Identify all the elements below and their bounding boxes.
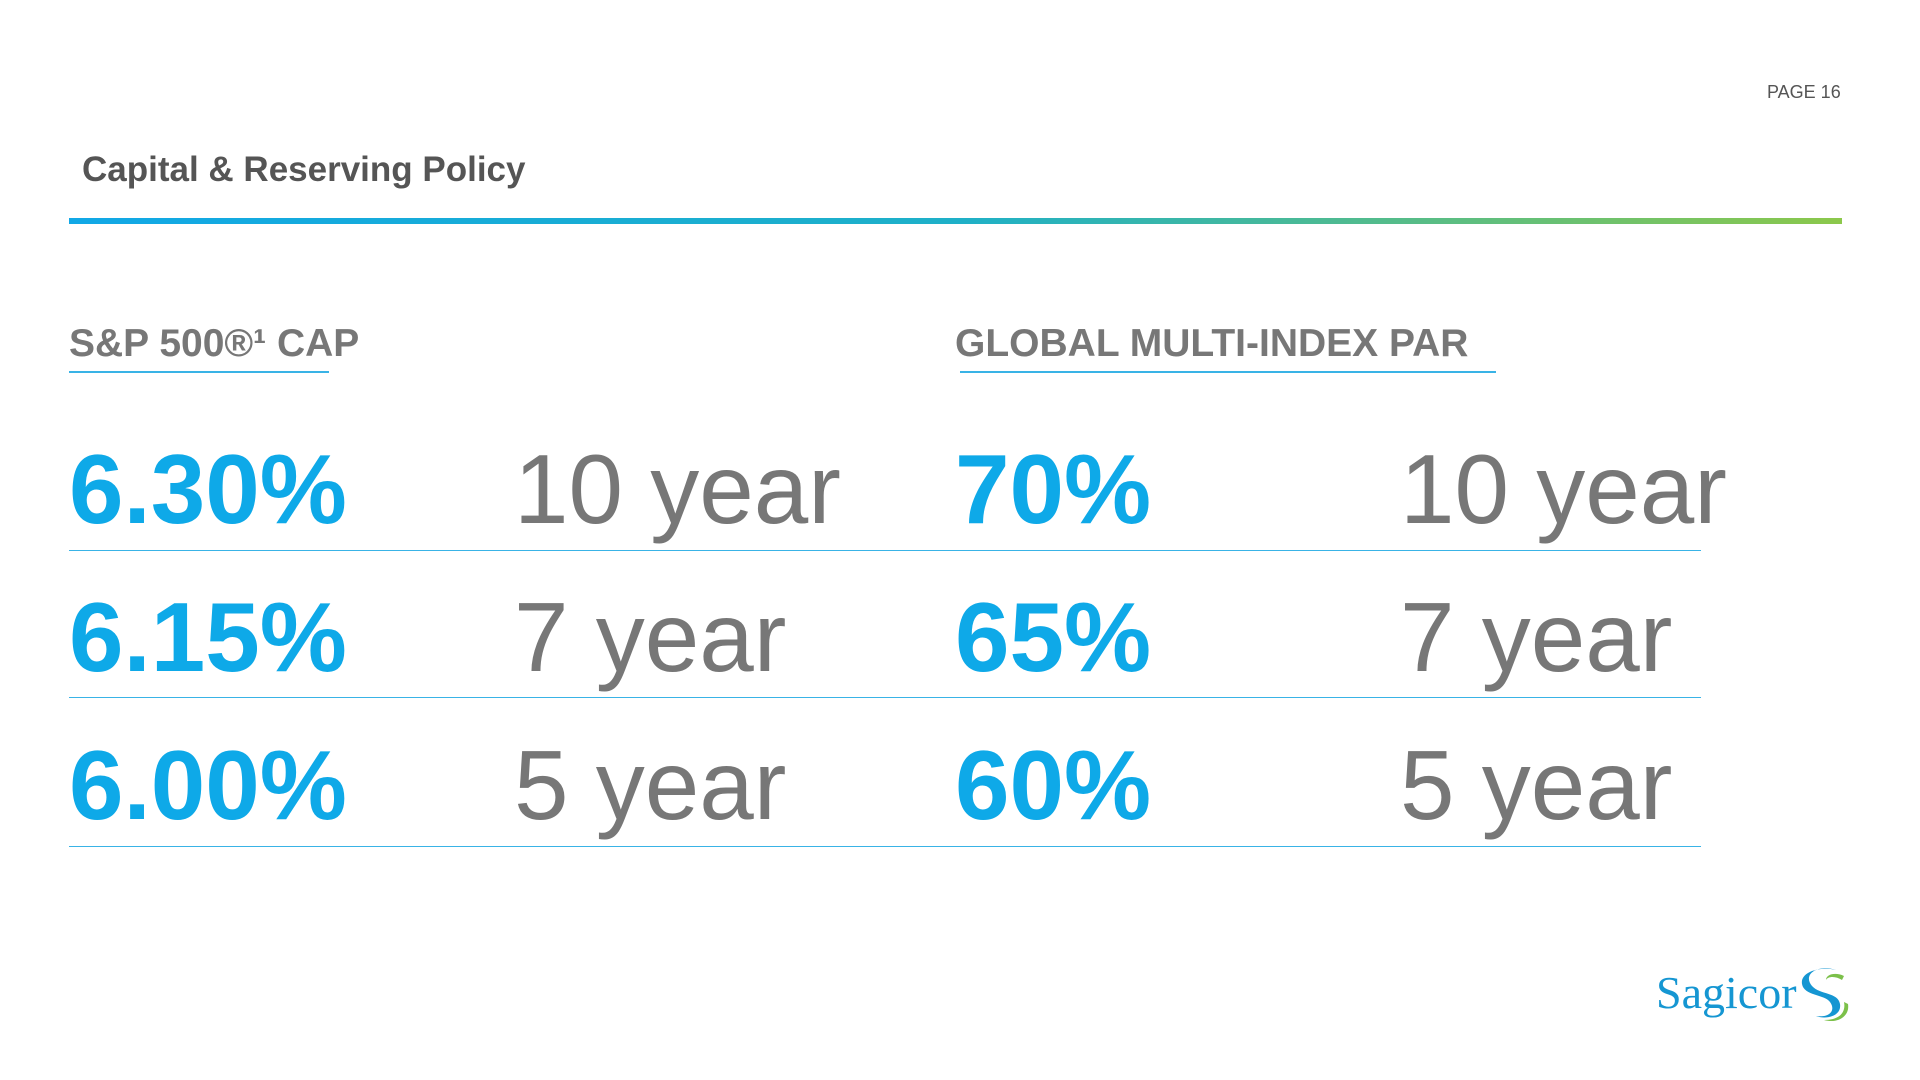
rate-value: 6.00%: [69, 730, 347, 840]
title-rule: [69, 218, 1842, 224]
section-heading: GLOBAL MULTI-INDEX PAR: [955, 322, 1469, 365]
heading-underline: [69, 371, 329, 373]
row-divider: [69, 846, 1701, 847]
slide-title: Capital & Reserving Policy: [82, 150, 526, 189]
section-heading: S&P 500®¹ CAP: [69, 322, 360, 365]
rate-value: 70%: [955, 434, 1152, 544]
logo-mark: [1801, 968, 1849, 1022]
row-divider: [69, 697, 1701, 698]
term-label: 7 year: [1400, 582, 1673, 692]
term-label: 10 year: [514, 434, 841, 544]
term-label: 5 year: [514, 730, 787, 840]
rate-value: 6.15%: [69, 582, 347, 692]
page-number: PAGE 16: [1767, 82, 1841, 102]
rate-value: 6.30%: [69, 434, 347, 544]
logo-swoosh-green: [1824, 973, 1849, 1022]
logo-swoosh-blue: [1801, 968, 1841, 1018]
term-label: 10 year: [1400, 434, 1727, 544]
term-label: 5 year: [1400, 730, 1673, 840]
logo-text: Sagicor: [1656, 967, 1797, 1018]
rate-value: 60%: [955, 730, 1152, 840]
term-label: 7 year: [514, 582, 787, 692]
row-divider: [69, 550, 1701, 551]
rate-value: 65%: [955, 582, 1152, 692]
heading-underline: [960, 371, 1496, 373]
